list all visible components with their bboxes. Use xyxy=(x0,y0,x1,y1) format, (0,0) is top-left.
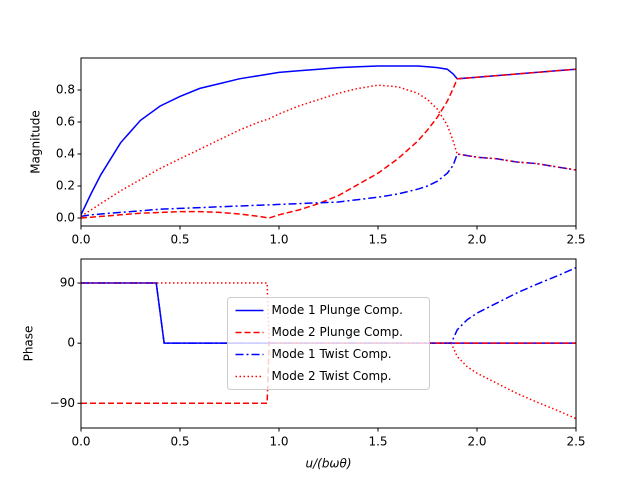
x-tick-label: 1.0 xyxy=(269,435,288,449)
x-tick-label: 0.5 xyxy=(170,233,189,247)
y-tick-label: 0.0 xyxy=(56,211,75,225)
y-tick-label: 0.6 xyxy=(56,115,75,129)
y-tick-label: 0.8 xyxy=(56,83,75,97)
legend-label: Mode 1 Plunge Comp. xyxy=(272,303,403,317)
axes-frame xyxy=(80,57,577,227)
series-line xyxy=(81,84,576,218)
x-tick-label: 1.5 xyxy=(368,435,387,449)
x-tick-label: 0.0 xyxy=(71,233,90,247)
y-tick-label: 90 xyxy=(60,276,75,290)
y-axis-label: Magnitude xyxy=(29,110,43,174)
x-axis-label: u/(bωθ) xyxy=(305,457,351,471)
x-tick-label: 1.5 xyxy=(368,233,387,247)
y-tick-label: 0.4 xyxy=(56,147,75,161)
legend-label: Mode 2 Twist Comp. xyxy=(272,369,392,383)
x-tick-label: 2.5 xyxy=(566,435,585,449)
x-tick-label: 2.0 xyxy=(467,233,486,247)
legend-label: Mode 2 Plunge Comp. xyxy=(272,325,403,339)
x-tick-label: 0.0 xyxy=(71,435,90,449)
x-tick-label: 2.5 xyxy=(566,233,585,247)
y-tick-label: 0.2 xyxy=(56,179,75,193)
x-tick-label: 1.0 xyxy=(269,233,288,247)
series-line xyxy=(81,65,576,216)
legend: Mode 1 Plunge Comp. Mode 2 Plunge Comp. Mo… xyxy=(227,297,430,390)
y-tick-label: −90 xyxy=(50,396,75,410)
y-tick-label: 0 xyxy=(67,336,75,350)
series-line xyxy=(81,153,576,218)
series-line xyxy=(81,282,576,420)
x-tick-label: 0.5 xyxy=(170,435,189,449)
x-tick-label: 2.0 xyxy=(467,435,486,449)
legend-label: Mode 1 Twist Comp. xyxy=(272,347,392,361)
legend-box xyxy=(227,297,430,390)
y-axis-label: Phase xyxy=(22,326,36,362)
series-line xyxy=(81,68,576,219)
